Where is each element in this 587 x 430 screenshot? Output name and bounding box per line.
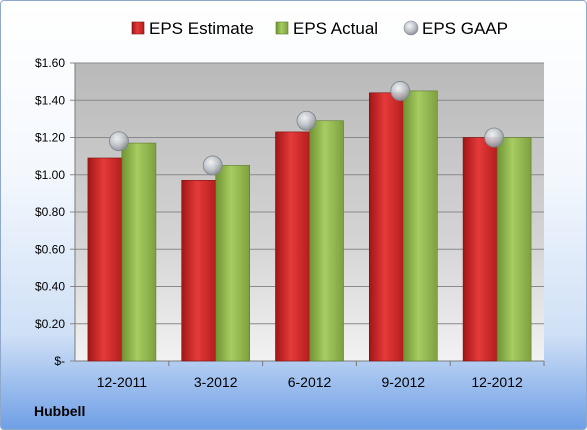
point-eps-gaap <box>109 131 129 152</box>
plot-area: $- $0.20 $0.40 $0.60 $0.80 $1.00 $1.20 $1.40 $1.… <box>35 56 545 390</box>
x-tick-label: 3-2012 <box>194 374 238 390</box>
x-tick-label: 6-2012 <box>288 374 332 390</box>
legend-swatch-actual <box>275 21 289 35</box>
bar-eps-actual <box>121 142 157 362</box>
bar-eps-estimate <box>87 157 123 362</box>
bar-eps-actual <box>496 137 532 362</box>
bar-eps-actual <box>309 120 344 362</box>
point-eps-gaap <box>484 127 505 148</box>
y-tick-label: $0.40 <box>35 280 65 294</box>
legend-swatch-estimate <box>131 21 145 35</box>
y-tick-label: $1.40 <box>35 93 65 107</box>
legend-label-estimate: EPS Estimate <box>149 19 254 38</box>
x-tick-label: 12-2011 <box>97 374 148 390</box>
point-eps-gaap <box>202 155 223 176</box>
y-tick-label: $0.80 <box>35 205 65 219</box>
bar-eps-estimate <box>462 137 498 362</box>
bar-eps-actual <box>215 165 250 362</box>
x-tick-label: 9-2012 <box>382 374 426 390</box>
point-eps-gaap <box>296 110 317 131</box>
bar-eps-estimate <box>181 180 216 362</box>
y-tick-label: $1.20 <box>35 131 65 145</box>
y-tick-label: $- <box>54 354 65 368</box>
y-tick-label: $0.20 <box>35 317 65 331</box>
legend-swatch-gaap <box>403 20 419 36</box>
y-tick-label: $1.60 <box>35 56 65 70</box>
point-eps-gaap <box>390 81 411 101</box>
company-label: Hubbell <box>34 403 86 419</box>
bar-eps-estimate <box>275 131 310 362</box>
bar-eps-estimate <box>368 92 404 362</box>
x-tick-label: 12-2012 <box>471 374 523 390</box>
y-tick-label: $1.00 <box>35 168 65 182</box>
legend-label-actual: EPS Actual <box>293 19 378 38</box>
y-tick-label: $0.60 <box>35 242 65 256</box>
legend-label-gaap: EPS GAAP <box>422 19 508 38</box>
legend: EPS Estimate EPS Actual EPS GAAP <box>131 19 508 38</box>
bar-eps-actual <box>402 90 438 362</box>
